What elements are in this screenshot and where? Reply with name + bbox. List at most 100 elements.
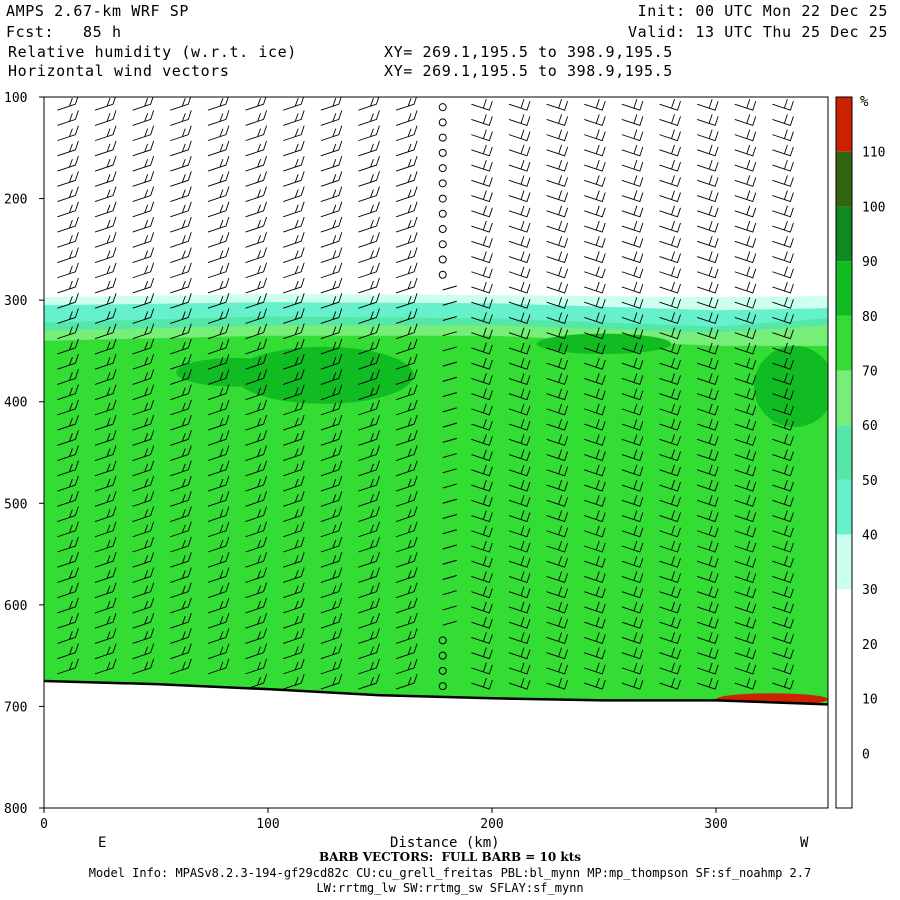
colorbar-label: 50 bbox=[862, 474, 878, 489]
wind-barb bbox=[170, 552, 192, 568]
wind-barb bbox=[697, 540, 719, 553]
wind-barb bbox=[621, 495, 644, 507]
wind-barb bbox=[132, 232, 155, 248]
wind-barb bbox=[207, 186, 230, 202]
wind-barb bbox=[245, 232, 267, 248]
wind-barb bbox=[508, 99, 531, 111]
wind-barb bbox=[442, 514, 457, 520]
wind-barb bbox=[170, 232, 192, 248]
wind-barb bbox=[358, 186, 380, 202]
wind-barb bbox=[442, 620, 457, 626]
wind-barb bbox=[508, 312, 531, 325]
colorbar-swatch bbox=[836, 643, 852, 699]
wind-barb bbox=[697, 632, 719, 644]
wind-barb bbox=[471, 617, 493, 629]
wind-barb bbox=[442, 590, 457, 596]
wind-barb bbox=[57, 232, 79, 248]
wind-barb bbox=[395, 445, 418, 462]
wind-barb bbox=[57, 445, 79, 462]
wind-barb bbox=[442, 605, 457, 611]
wind-barb bbox=[621, 388, 644, 401]
wind-barb bbox=[170, 414, 192, 431]
colorbar-swatch bbox=[836, 261, 852, 316]
wind-barb bbox=[245, 460, 267, 477]
wind-barb bbox=[358, 552, 380, 568]
wind-barb bbox=[57, 643, 79, 660]
wind-barb bbox=[170, 643, 192, 660]
wind-barb bbox=[772, 297, 794, 309]
wind-barb bbox=[207, 216, 230, 233]
wind-barb bbox=[170, 171, 192, 187]
wind-barb bbox=[245, 536, 267, 553]
x-end-label-right: W bbox=[800, 835, 809, 851]
wind-barb bbox=[320, 201, 343, 218]
wind-barb bbox=[438, 636, 447, 645]
wind-barb bbox=[442, 483, 457, 489]
wind-barb bbox=[621, 327, 644, 340]
wind-barb bbox=[508, 205, 531, 218]
wind-barb bbox=[508, 586, 531, 599]
wind-barb bbox=[546, 403, 569, 416]
wind-barb bbox=[57, 536, 79, 553]
wind-barb bbox=[471, 281, 493, 294]
wind-barb bbox=[245, 277, 267, 294]
wind-barb bbox=[659, 556, 681, 568]
wind-barb bbox=[57, 323, 79, 340]
wind-barb bbox=[734, 220, 757, 233]
wind-barb bbox=[170, 354, 192, 370]
wind-barb bbox=[132, 369, 155, 385]
wind-barb bbox=[621, 677, 644, 690]
wind-barb bbox=[358, 354, 380, 370]
wind-barb bbox=[772, 495, 794, 507]
wind-barb bbox=[659, 190, 681, 203]
wind-barb bbox=[320, 293, 343, 309]
wind-barb bbox=[772, 388, 794, 401]
wind-barb bbox=[245, 369, 267, 385]
wind-barb bbox=[358, 582, 380, 599]
wind-barb bbox=[584, 479, 606, 492]
x-tick-label: 100 bbox=[256, 817, 279, 832]
wind-barb bbox=[57, 475, 79, 492]
wind-barb bbox=[471, 677, 493, 690]
wind-barb bbox=[245, 673, 267, 690]
wind-barb bbox=[94, 582, 117, 599]
wind-barb bbox=[170, 293, 192, 309]
wind-barb bbox=[659, 586, 681, 599]
wind-barb bbox=[659, 129, 681, 142]
wind-barb bbox=[621, 114, 644, 126]
wind-barb bbox=[508, 525, 531, 538]
wind-barb bbox=[584, 556, 606, 568]
wind-barb bbox=[320, 673, 343, 690]
wind-barb bbox=[57, 369, 79, 385]
wind-barb bbox=[320, 186, 343, 202]
wind-barb bbox=[508, 495, 531, 507]
wind-barb bbox=[170, 277, 192, 294]
wind-barb bbox=[57, 277, 79, 294]
wind-barb bbox=[659, 327, 681, 340]
wind-barb bbox=[57, 125, 79, 142]
wind-barb bbox=[546, 358, 569, 370]
wind-barb bbox=[772, 540, 794, 553]
wind-barb bbox=[438, 133, 447, 142]
wind-barb bbox=[245, 201, 267, 218]
wind-barb bbox=[621, 403, 644, 416]
wind-barb bbox=[132, 308, 155, 324]
wind-barb bbox=[358, 155, 380, 172]
wind-barb bbox=[659, 342, 681, 355]
wind-barb bbox=[584, 449, 606, 462]
wind-barb bbox=[57, 628, 79, 644]
wind-barb bbox=[471, 266, 493, 279]
terrain-layer bbox=[44, 679, 828, 808]
wind-barb bbox=[772, 358, 794, 370]
wind-barb bbox=[584, 251, 606, 264]
wind-barb bbox=[358, 460, 380, 477]
wind-barb bbox=[245, 308, 267, 324]
wind-barb bbox=[170, 216, 192, 233]
wind-barb bbox=[283, 384, 305, 401]
wind-barb bbox=[772, 99, 794, 111]
wind-barb bbox=[358, 399, 380, 416]
wind-barb bbox=[94, 430, 117, 446]
wind-barb bbox=[207, 384, 230, 401]
wind-barb bbox=[584, 297, 606, 309]
